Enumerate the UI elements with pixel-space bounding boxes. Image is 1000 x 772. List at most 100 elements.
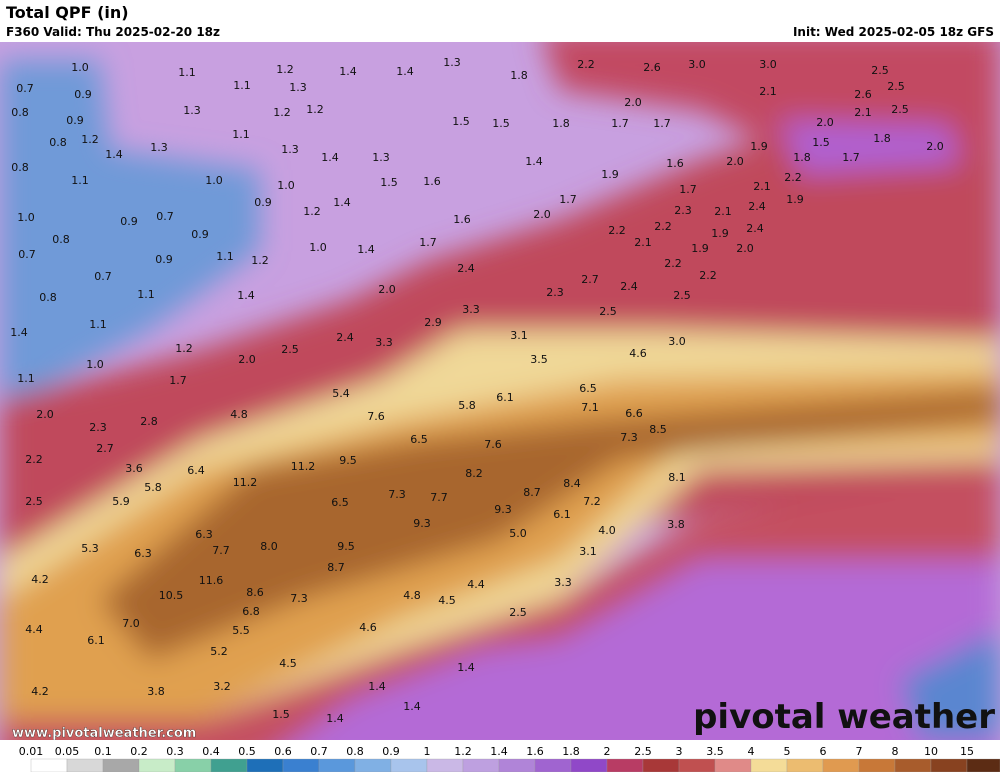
qpf-label: 1.1 [232,128,250,141]
colorbar-label: 0.01 [19,745,44,758]
colorbar-label: 1.2 [454,745,472,758]
qpf-label: 8.1 [668,471,686,484]
colorbar-swatch [750,758,788,772]
qpf-label: 2.8 [140,415,158,428]
qpf-label: 3.1 [579,545,597,558]
colorbar-swatch [174,758,212,772]
colorbar-swatch [642,758,680,772]
qpf-label: 1.5 [452,115,470,128]
qpf-label: 2.2 [664,257,682,270]
qpf-label: 5.8 [144,481,162,494]
colorbar-label: 0.3 [166,745,184,758]
qpf-label: 6.1 [496,391,514,404]
qpf-label: 1.4 [368,680,386,693]
qpf-label: 4.5 [279,657,297,670]
precip-field [0,42,1000,740]
qpf-label: 4.4 [25,623,43,636]
qpf-label: 2.5 [509,606,527,619]
qpf-label: 2.7 [581,273,599,286]
colorbar-swatch [282,758,320,772]
qpf-label: 1.1 [137,288,155,301]
qpf-label: 1.9 [691,242,709,255]
qpf-label: 11.6 [199,574,224,587]
colorbar-label: 2 [604,745,611,758]
qpf-label: 6.3 [134,547,152,560]
qpf-label: 6.1 [87,634,105,647]
qpf-label: 3.8 [147,685,165,698]
qpf-label: 4.8 [230,408,248,421]
qpf-label: 2.2 [699,269,717,282]
qpf-label: 2.1 [759,85,777,98]
qpf-label: 1.9 [750,140,768,153]
qpf-label: 1.2 [303,205,321,218]
qpf-label: 2.1 [854,106,872,119]
qpf-label: 6.8 [242,605,260,618]
qpf-label: 6.1 [553,508,571,521]
qpf-label: 2.5 [891,103,909,116]
colorbar-swatch [930,758,968,772]
colorbar-label: 1.6 [526,745,544,758]
qpf-label: 0.8 [11,106,29,119]
qpf-label: 1.4 [333,196,351,209]
qpf-label: 4.0 [598,524,616,537]
qpf-label: 6.5 [579,382,597,395]
qpf-label: 2.9 [424,316,442,329]
qpf-label: 1.5 [812,136,830,149]
qpf-label: 0.9 [74,88,92,101]
qpf-label: 7.3 [290,592,308,605]
qpf-label: 1.0 [277,179,295,192]
qpf-label: 5.9 [112,495,130,508]
qpf-label: 7.3 [620,431,638,444]
colorbar-swatch [102,758,140,772]
qpf-label: 1.1 [216,250,234,263]
colorbar-label: 2.5 [634,745,652,758]
qpf-label: 7.1 [581,401,599,414]
qpf-label: 1.1 [233,79,251,92]
qpf-label: 2.4 [457,262,475,275]
colorbar-label: 0.2 [130,745,148,758]
qpf-label: 7.6 [484,438,502,451]
qpf-label: 4.6 [359,621,377,634]
colorbar-swatch [714,758,752,772]
colorbar-swatch [858,758,896,772]
qpf-label: 11.2 [233,476,258,489]
valid-time: F360 Valid: Thu 2025-02-20 18z [6,25,220,39]
qpf-label: 1.7 [842,151,860,164]
qpf-label: 1.0 [86,358,104,371]
qpf-label: 10.5 [159,589,184,602]
qpf-label: 1.4 [321,151,339,164]
qpf-label: 0.9 [254,196,272,209]
qpf-label: 1.8 [793,151,811,164]
qpf-label: 2.2 [654,220,672,233]
qpf-label: 2.5 [887,80,905,93]
colorbar-swatch [30,758,68,772]
colorbar-label: 0.8 [346,745,364,758]
colorbar-label: 0.4 [202,745,220,758]
colorbar-label: 7 [856,745,863,758]
qpf-label: 0.9 [155,253,173,266]
qpf-label: 1.0 [17,211,35,224]
qpf-label: 5.0 [509,527,527,540]
qpf-label: 0.9 [120,215,138,228]
colorbar-label: 8 [892,745,899,758]
qpf-label: 5.8 [458,399,476,412]
qpf-label: 2.0 [378,283,396,296]
qpf-label: 2.1 [714,205,732,218]
site-url: www.pivotalweather.com [12,726,196,741]
qpf-label: 5.4 [332,387,350,400]
qpf-label: 1.7 [653,117,671,130]
colorbar-swatch [210,758,248,772]
qpf-label: 2.0 [926,140,944,153]
qpf-label: 2.5 [281,343,299,356]
qpf-label: 5.5 [232,624,250,637]
qpf-label: 1.6 [666,157,684,170]
colorbar-swatch [606,758,644,772]
qpf-label: 8.5 [649,423,667,436]
qpf-label: 6.5 [410,433,428,446]
qpf-label: 1.5 [492,117,510,130]
qpf-label: 7.6 [367,410,385,423]
colorbar-swatch [822,758,860,772]
colorbar-swatch [678,758,716,772]
qpf-label: 3.8 [667,518,685,531]
qpf-label: 7.2 [583,495,601,508]
